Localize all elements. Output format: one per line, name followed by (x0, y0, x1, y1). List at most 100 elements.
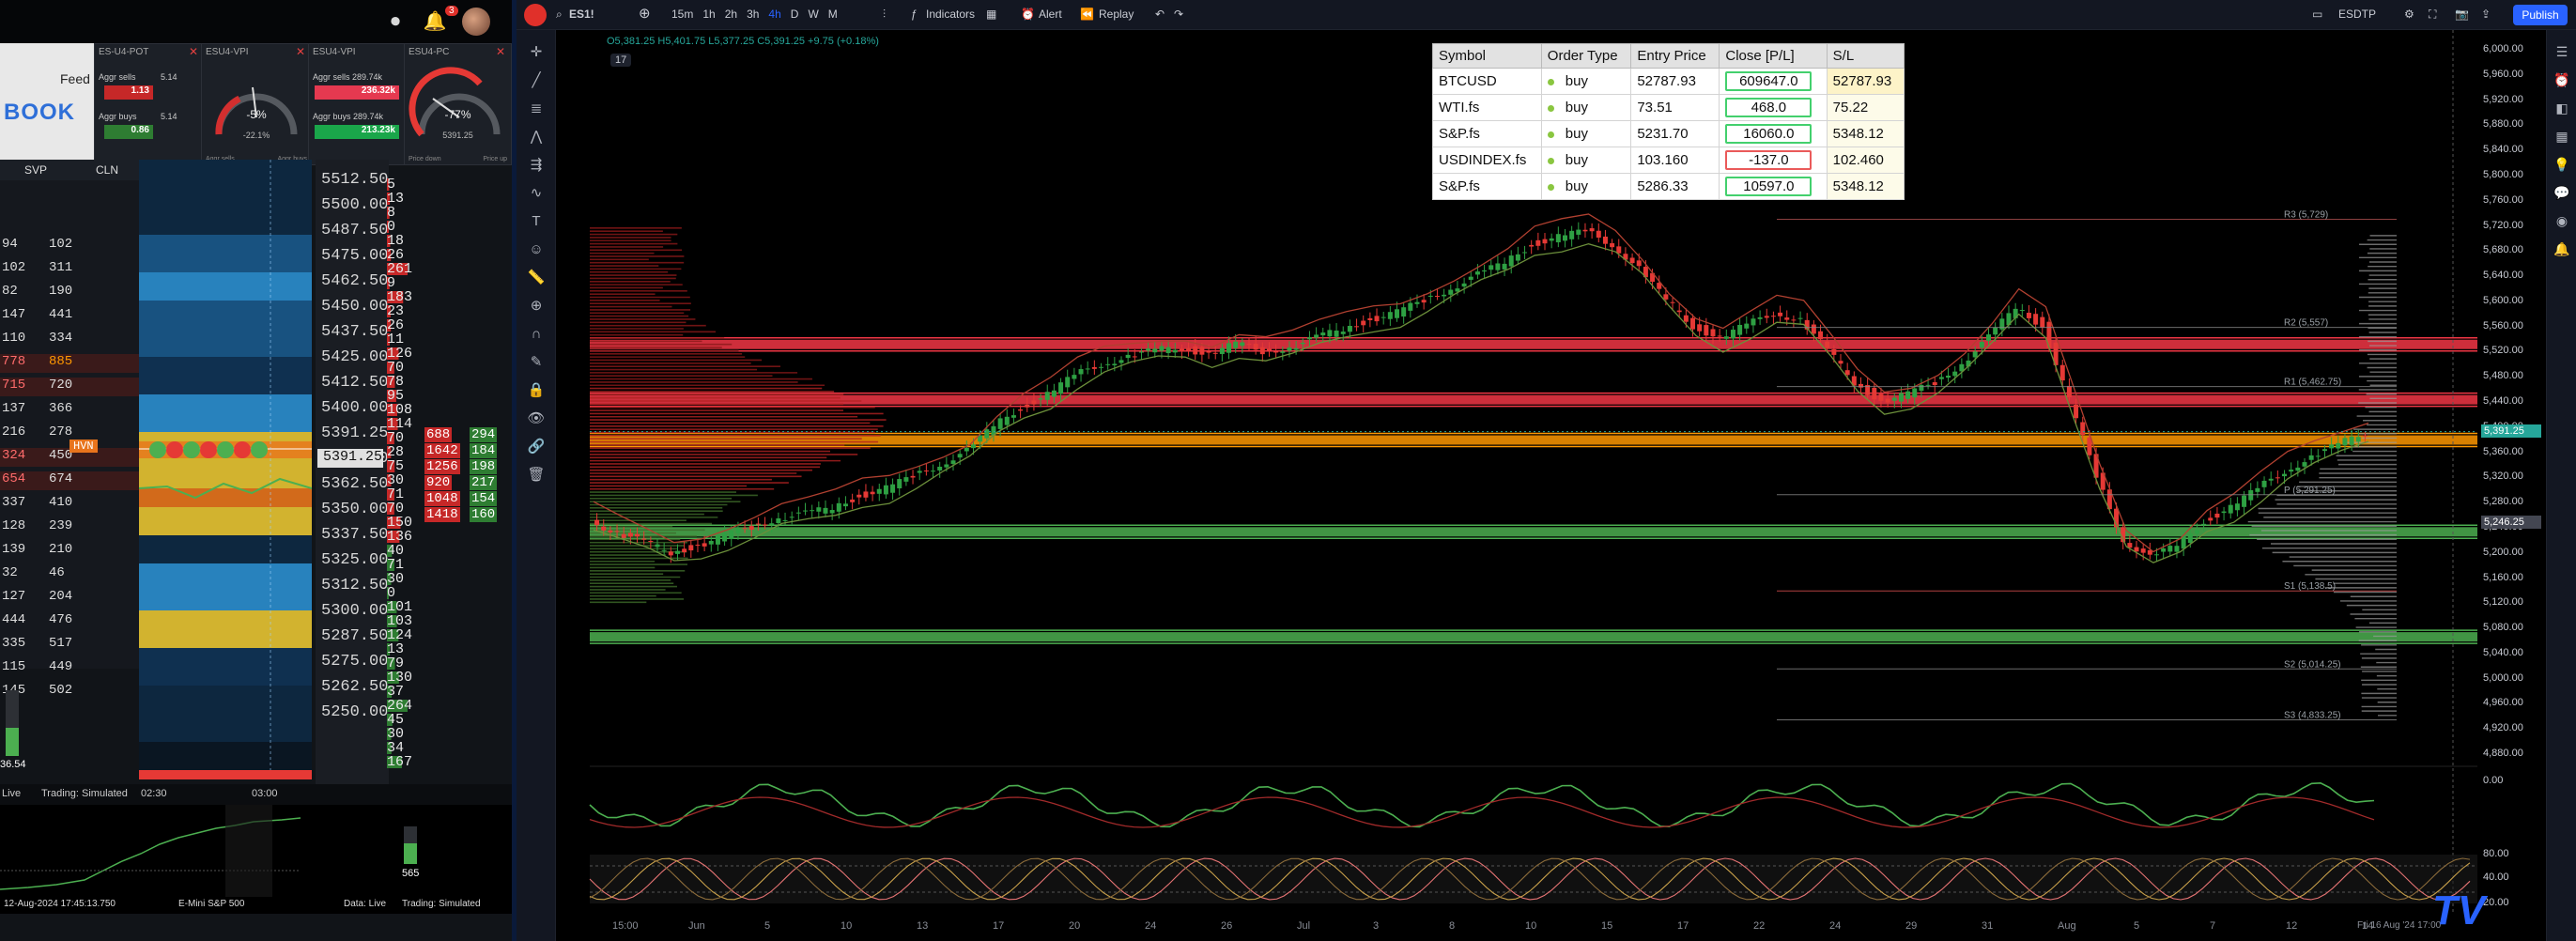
add-symbol-icon[interactable]: ⊕ (639, 6, 651, 22)
chat-icon[interactable]: 💬 (2553, 185, 2570, 200)
svp-value-a: 654 (2, 471, 26, 486)
price-tick: 5,560.00 (2483, 319, 2523, 332)
streams-icon[interactable]: ◉ (2555, 213, 2568, 228)
eye-icon[interactable]: 👁 (527, 410, 546, 426)
position-row[interactable]: USDINDEX.fs buy 103.160 -137.0 102.460 (1432, 147, 1905, 174)
replay-button[interactable]: Replay (1099, 8, 1134, 21)
indicators-icon[interactable]: ƒ (911, 8, 918, 21)
candle (2167, 546, 2173, 552)
positions-header-cell[interactable]: S/L (1826, 43, 1905, 69)
close-icon[interactable]: ✕ (495, 45, 505, 58)
candle (1442, 294, 1447, 297)
ladder-price: 5250.00 (321, 703, 389, 721)
settings-gear-icon[interactable]: ⚙ (2404, 8, 2414, 21)
trash-icon[interactable]: 🗑 (527, 467, 546, 483)
link-icon[interactable]: 🔗 (527, 439, 546, 455)
volume-number: 70 (387, 430, 405, 446)
ask-value: 294 (470, 427, 498, 442)
collapse-chip[interactable]: 17 (610, 54, 632, 67)
replay-icon[interactable]: ⏪ (1080, 8, 1094, 21)
ruler-icon[interactable]: 📏 (527, 270, 546, 285)
price-ladder[interactable]: 5512.50 5500.00 5487.50 5475.00 5462.50 5450.… (316, 160, 389, 798)
status-dot-icon (1547, 105, 1554, 112)
bell-icon[interactable]: 🔔 (423, 11, 447, 32)
crosshair-icon[interactable]: ✛ (530, 44, 543, 60)
camera-icon[interactable]: 📷 (2455, 8, 2469, 21)
positions-header-cell[interactable]: Order Type (1540, 43, 1632, 69)
panel-divider[interactable] (512, 0, 517, 941)
cln-column-label[interactable]: CLN (96, 163, 119, 177)
emoji-icon[interactable]: ☺ (529, 241, 544, 257)
alert-icon[interactable]: ⏰ (1021, 8, 1035, 21)
forecast-icon[interactable]: ⇶ (530, 157, 543, 173)
alerts-icon[interactable]: ⏰ (2553, 72, 2570, 87)
chart-type-icon[interactable]: ⫶ (883, 8, 887, 21)
price-scale[interactable]: 6,000.00 5,960.00 5,920.00 5,880.00 5,840.00… (2479, 30, 2545, 908)
publish-icon[interactable]: ⇪ (2481, 8, 2491, 21)
lock-icon[interactable]: 🔒 (527, 382, 546, 398)
candle (695, 545, 701, 547)
close-icon[interactable]: ✕ (188, 45, 198, 58)
text-icon[interactable]: T (532, 213, 541, 229)
positions-header-cell[interactable]: Symbol (1432, 43, 1542, 69)
candle (2289, 470, 2294, 472)
avatar[interactable] (462, 8, 490, 36)
layers-icon[interactable]: ◧ (2555, 100, 2568, 116)
svp-column-label[interactable]: SVP (24, 163, 48, 177)
candle (1172, 349, 1178, 353)
redo-icon[interactable]: ↷ (1174, 8, 1184, 21)
trendline-icon[interactable]: ╱ (532, 72, 541, 88)
calendar-icon[interactable]: ▦ (2555, 129, 2568, 144)
fullscreen-icon[interactable]: ⛶ (2429, 8, 2437, 21)
position-entry-price: 103.160 (1637, 152, 1689, 168)
notifications-icon[interactable]: 🔔 (2553, 241, 2570, 256)
volume-bar (387, 742, 392, 754)
positions-header-cell[interactable]: Close [P/L] (1719, 43, 1828, 69)
candle (836, 502, 841, 512)
position-row[interactable]: S&P.fs buy 5231.70 16060.0 5348.12 (1432, 120, 1905, 147)
magnet-icon[interactable]: ∩ (531, 326, 542, 342)
publish-button[interactable]: Publish (2513, 5, 2568, 25)
interval-2h[interactable]: 2h (724, 8, 738, 21)
candle (1778, 312, 1783, 316)
search-icon[interactable]: ⌕ (556, 8, 563, 21)
layout-name[interactable]: ESDTP (2338, 8, 2377, 21)
positions-header-cell[interactable]: Entry Price (1630, 43, 1720, 69)
interval-1h[interactable]: 1h (702, 8, 716, 21)
layout-icon[interactable]: ▭ (2312, 8, 2323, 21)
position-row[interactable]: S&P.fs buy 5286.33 10597.0 5348.12 (1432, 173, 1905, 200)
candle (1199, 347, 1205, 355)
position-row[interactable]: BTCUSD buy 52787.93 609647.0 52787.93 (1432, 68, 1905, 95)
alert-button[interactable]: Alert (1039, 8, 1062, 21)
ideas-icon[interactable]: 💡 (2553, 157, 2570, 172)
oscillator-line (589, 782, 2375, 828)
interval-W[interactable]: W (808, 8, 819, 21)
shapes-icon[interactable]: ∿ (530, 185, 543, 201)
record-icon[interactable]: ⏺ (391, 11, 400, 32)
price-chart[interactable]: R3 (5,729) R2 (5,557) R1 (5,462.75) P (5,29… (556, 30, 2479, 913)
interval-D[interactable]: D (790, 8, 799, 21)
candle (1233, 341, 1239, 348)
watchlist-icon[interactable]: ☰ (2555, 44, 2568, 59)
templates-icon[interactable]: ▦ (986, 8, 997, 21)
pencil-icon[interactable]: ✎ (530, 354, 543, 370)
undo-icon[interactable]: ↶ (1155, 8, 1165, 21)
symbol-label[interactable]: ES1! (569, 8, 594, 21)
interval-M[interactable]: M (827, 8, 838, 21)
interval-3h[interactable]: 3h (747, 8, 760, 21)
indicators-button[interactable]: Indicators (926, 8, 976, 21)
close-icon[interactable]: ✕ (295, 45, 305, 58)
position-pnl: 468.0 (1725, 98, 1812, 117)
interval-15m[interactable]: 15m (671, 8, 694, 21)
interval-4h[interactable]: 4h (768, 8, 781, 21)
position-row[interactable]: WTI.fs buy 73.51 468.0 75.22 (1432, 94, 1905, 121)
zoom-icon[interactable]: ⊕ (530, 298, 543, 314)
svp-value-a: 32 (2, 565, 18, 580)
fib-icon[interactable]: ≣ (530, 100, 543, 116)
book-label[interactable]: BOOK (4, 100, 75, 125)
pattern-icon[interactable]: ⋀ (530, 129, 543, 145)
time-axis[interactable]: 15:00 Jun 5 10 13 17 20 24 26 Jul 3 8 10 15 17 22 24 29 31… (556, 913, 2546, 941)
tv-logo-icon[interactable] (524, 4, 547, 26)
svp-row: 94 102 (0, 237, 141, 255)
candle (1757, 316, 1763, 319)
